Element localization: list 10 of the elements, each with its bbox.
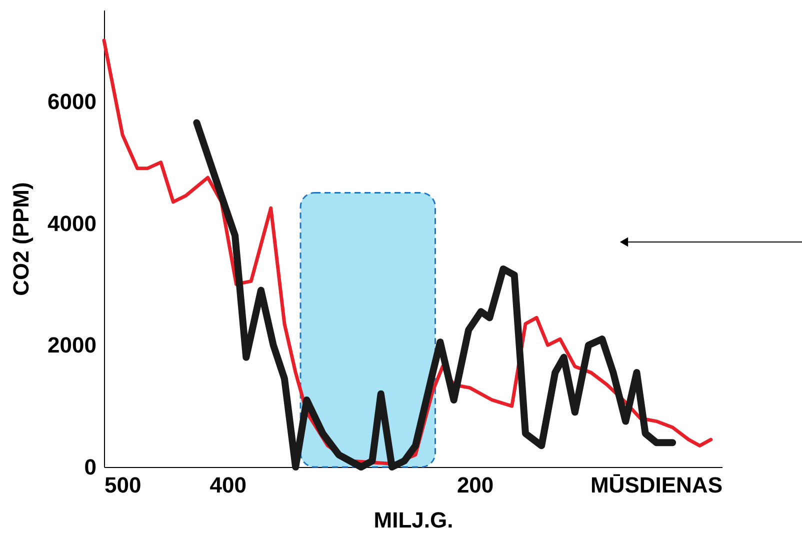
y-axis-title: CO2 (PPM): [8, 182, 34, 296]
x-tick-label: 200: [456, 472, 494, 498]
y-tick-label: 4000: [48, 210, 96, 236]
y-tick-label: 0: [84, 454, 96, 480]
x-tick-label: 500: [104, 472, 142, 498]
x-tick-label: 400: [210, 472, 246, 498]
y-tick-label: 6000: [48, 88, 96, 114]
x-tick-label: MŪSDIENAS: [590, 472, 722, 498]
x-axis-title: MILJ.G.: [374, 508, 454, 532]
y-tick-label: 2000: [48, 332, 96, 358]
